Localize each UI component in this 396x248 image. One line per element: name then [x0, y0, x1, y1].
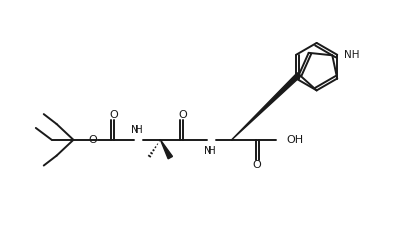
- Text: O: O: [89, 135, 97, 145]
- Text: OH: OH: [286, 135, 303, 145]
- Text: H: H: [135, 125, 143, 135]
- Polygon shape: [160, 140, 173, 159]
- Text: N: N: [204, 146, 212, 156]
- Text: NH: NH: [344, 50, 360, 60]
- Polygon shape: [232, 73, 301, 140]
- Text: H: H: [208, 146, 216, 156]
- Text: O: O: [252, 159, 261, 170]
- Text: O: O: [179, 110, 188, 120]
- Text: O: O: [110, 110, 118, 120]
- Text: N: N: [131, 125, 139, 135]
